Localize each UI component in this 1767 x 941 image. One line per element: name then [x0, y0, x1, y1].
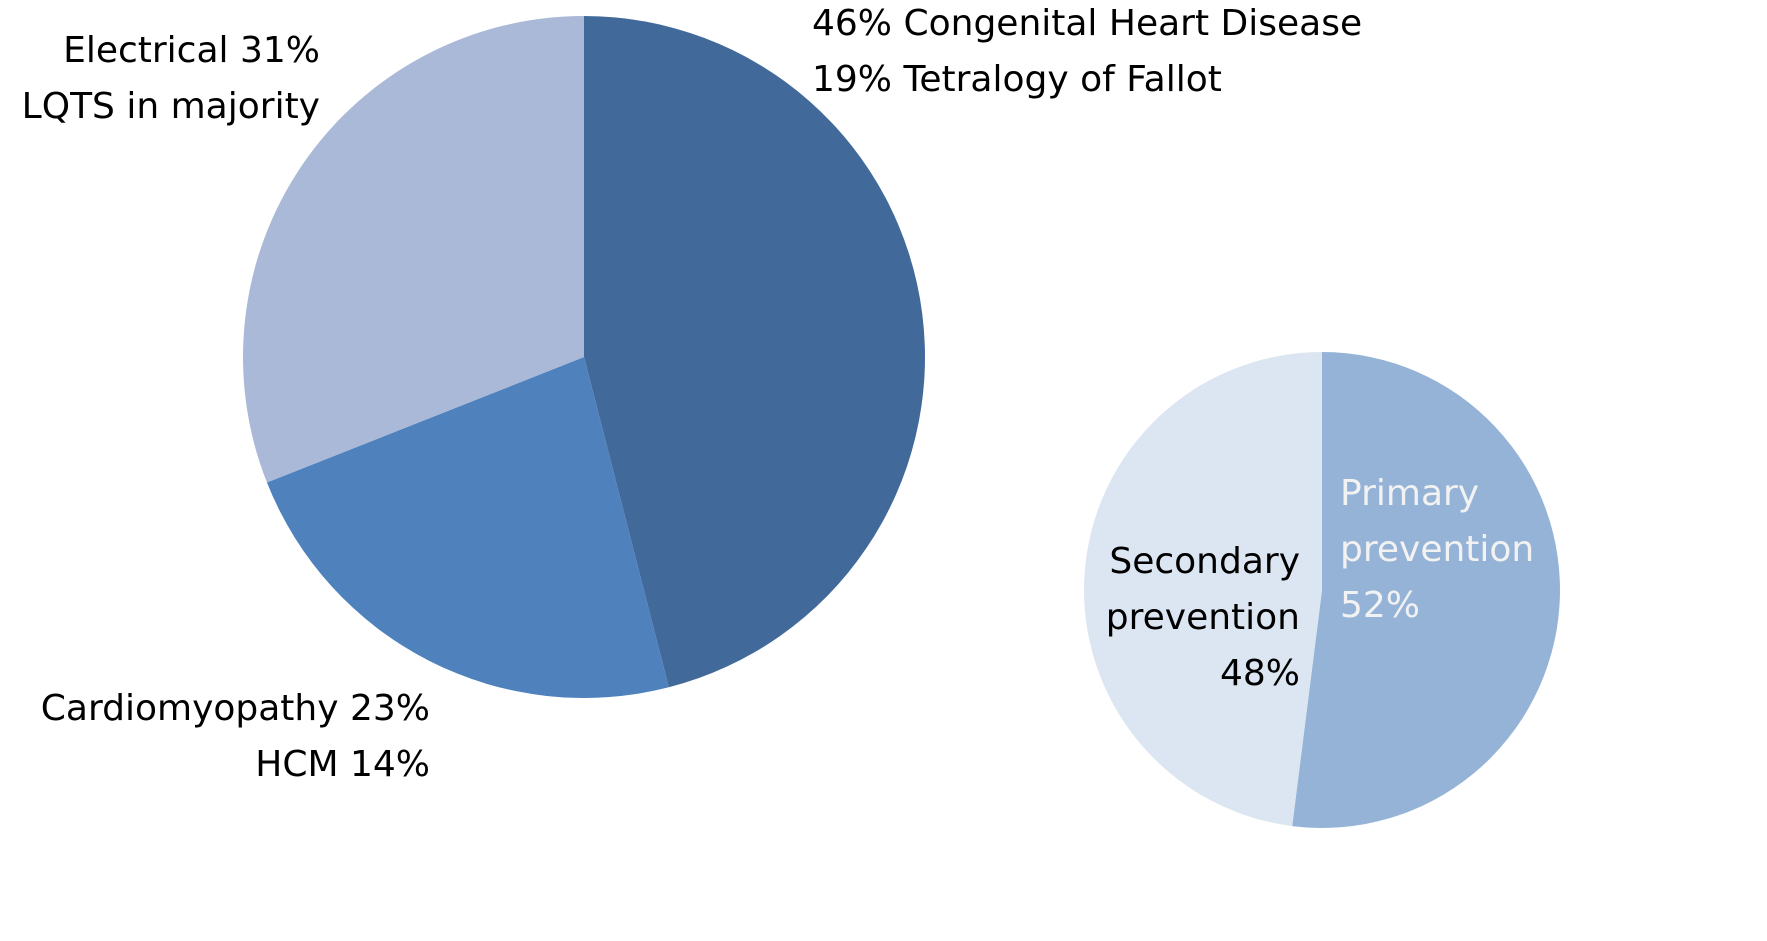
pie-slice: [266, 357, 669, 698]
slice-label: Secondary: [1109, 541, 1300, 582]
slice-label: Electrical 31%: [63, 30, 320, 71]
slice-label: prevention: [1340, 529, 1534, 570]
slice-label: prevention: [1106, 597, 1300, 638]
slice-label: 46% Congenital Heart Disease: [812, 3, 1362, 44]
annotation: LQTS in majority: [22, 86, 320, 127]
slice-label: 52%: [1340, 585, 1420, 626]
pie-slice: [1083, 352, 1322, 827]
slice-label: 48%: [1220, 653, 1300, 694]
annotation: 19% Tetralogy of Fallot: [812, 59, 1222, 100]
slice-label: Cardiomyopathy 23%: [41, 688, 430, 729]
slice-label: Primary: [1340, 473, 1479, 514]
pie-slice: [584, 16, 925, 688]
annotation: HCM 14%: [255, 744, 430, 785]
pie-slice: [242, 16, 584, 483]
pie-slice: [1292, 352, 1560, 828]
